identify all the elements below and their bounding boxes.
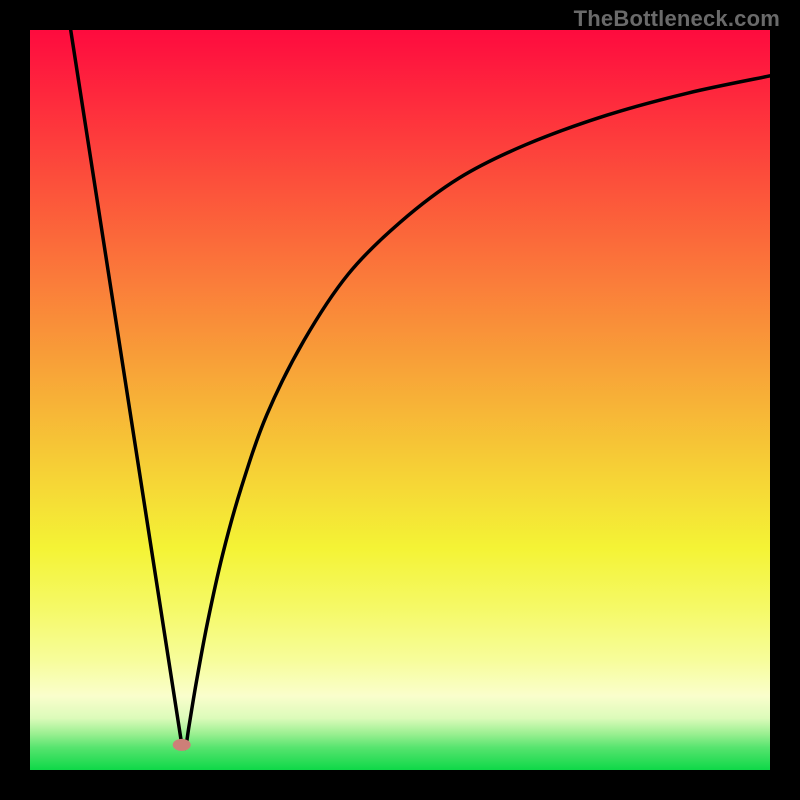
bottleneck-chart: [0, 0, 800, 800]
chart-container: TheBottleneck.com: [0, 0, 800, 800]
watermark-text: TheBottleneck.com: [574, 6, 780, 32]
